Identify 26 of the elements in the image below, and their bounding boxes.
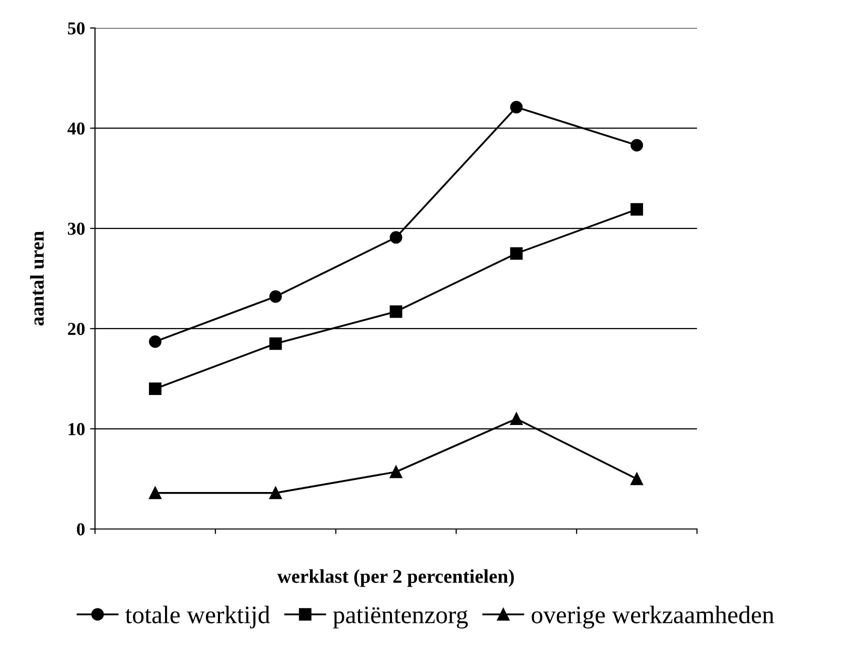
- x-axis-title: werklast (per 2 percentielen): [277, 569, 514, 587]
- point: [269, 486, 282, 500]
- point: [148, 335, 162, 348]
- point: [148, 486, 162, 500]
- point: [390, 466, 402, 478]
- y-tick-label: 0: [76, 523, 85, 536]
- point: [510, 247, 523, 260]
- legend-label: overige werkzaamheden: [532, 606, 774, 628]
- legend-label: patiëntenzorg: [333, 606, 468, 628]
- point: [269, 290, 282, 303]
- point: [630, 472, 644, 486]
- point: [630, 203, 644, 216]
- y-tick-label: 50: [68, 22, 85, 34]
- point: [390, 231, 402, 244]
- point: [390, 305, 402, 318]
- y-tick-label: 10: [68, 423, 85, 436]
- y-tick-label: 30: [68, 222, 85, 235]
- y-tick-label: 40: [67, 122, 85, 135]
- legend-label: totale werktijd: [125, 606, 270, 628]
- point: [510, 100, 523, 114]
- point: [148, 382, 162, 395]
- point: [630, 138, 644, 152]
- y-tick-label: 20: [68, 322, 85, 336]
- point: [269, 337, 282, 350]
- y-axis-title: aantal uren: [30, 231, 44, 326]
- point: [510, 412, 523, 426]
